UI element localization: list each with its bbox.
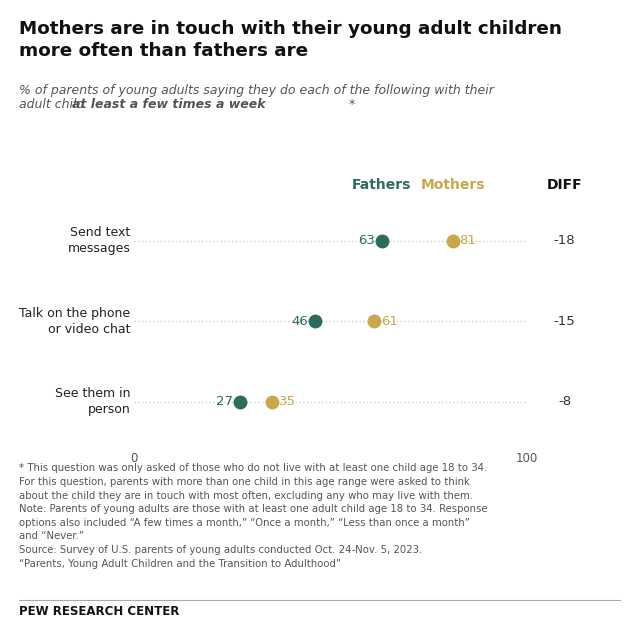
- Text: -15: -15: [553, 315, 575, 328]
- Point: [235, 397, 245, 407]
- Text: 46: 46: [291, 315, 308, 328]
- Text: Mothers: Mothers: [420, 179, 485, 192]
- Text: -18: -18: [554, 234, 575, 248]
- Text: -8: -8: [558, 396, 571, 408]
- Text: % of parents of young adults saying they do each of the following with their: % of parents of young adults saying they…: [19, 84, 494, 97]
- Text: adult child: adult child: [19, 98, 89, 111]
- Text: Talk on the phone
or video chat: Talk on the phone or video chat: [19, 307, 130, 336]
- Text: * This question was only asked of those who do not live with at least one child : * This question was only asked of those …: [19, 463, 488, 568]
- Text: 81: 81: [459, 234, 477, 248]
- Text: *: *: [348, 98, 355, 111]
- Text: Mothers are in touch with their young adult children
more often than fathers are: Mothers are in touch with their young ad…: [19, 20, 562, 60]
- Text: Fathers: Fathers: [352, 179, 412, 192]
- Point: [369, 316, 379, 327]
- Text: See them in
person: See them in person: [55, 387, 130, 417]
- Text: 35: 35: [279, 396, 296, 408]
- Point: [310, 316, 320, 327]
- Point: [376, 235, 387, 246]
- Point: [266, 397, 277, 407]
- Text: DIFF: DIFF: [547, 179, 582, 192]
- Text: 61: 61: [381, 315, 398, 328]
- Text: 63: 63: [358, 234, 374, 248]
- Text: 27: 27: [216, 396, 233, 408]
- Text: PEW RESEARCH CENTER: PEW RESEARCH CENTER: [19, 605, 180, 618]
- Text: at least a few times a week: at least a few times a week: [72, 98, 265, 111]
- Point: [447, 235, 458, 246]
- Text: Send text
messages: Send text messages: [67, 227, 130, 255]
